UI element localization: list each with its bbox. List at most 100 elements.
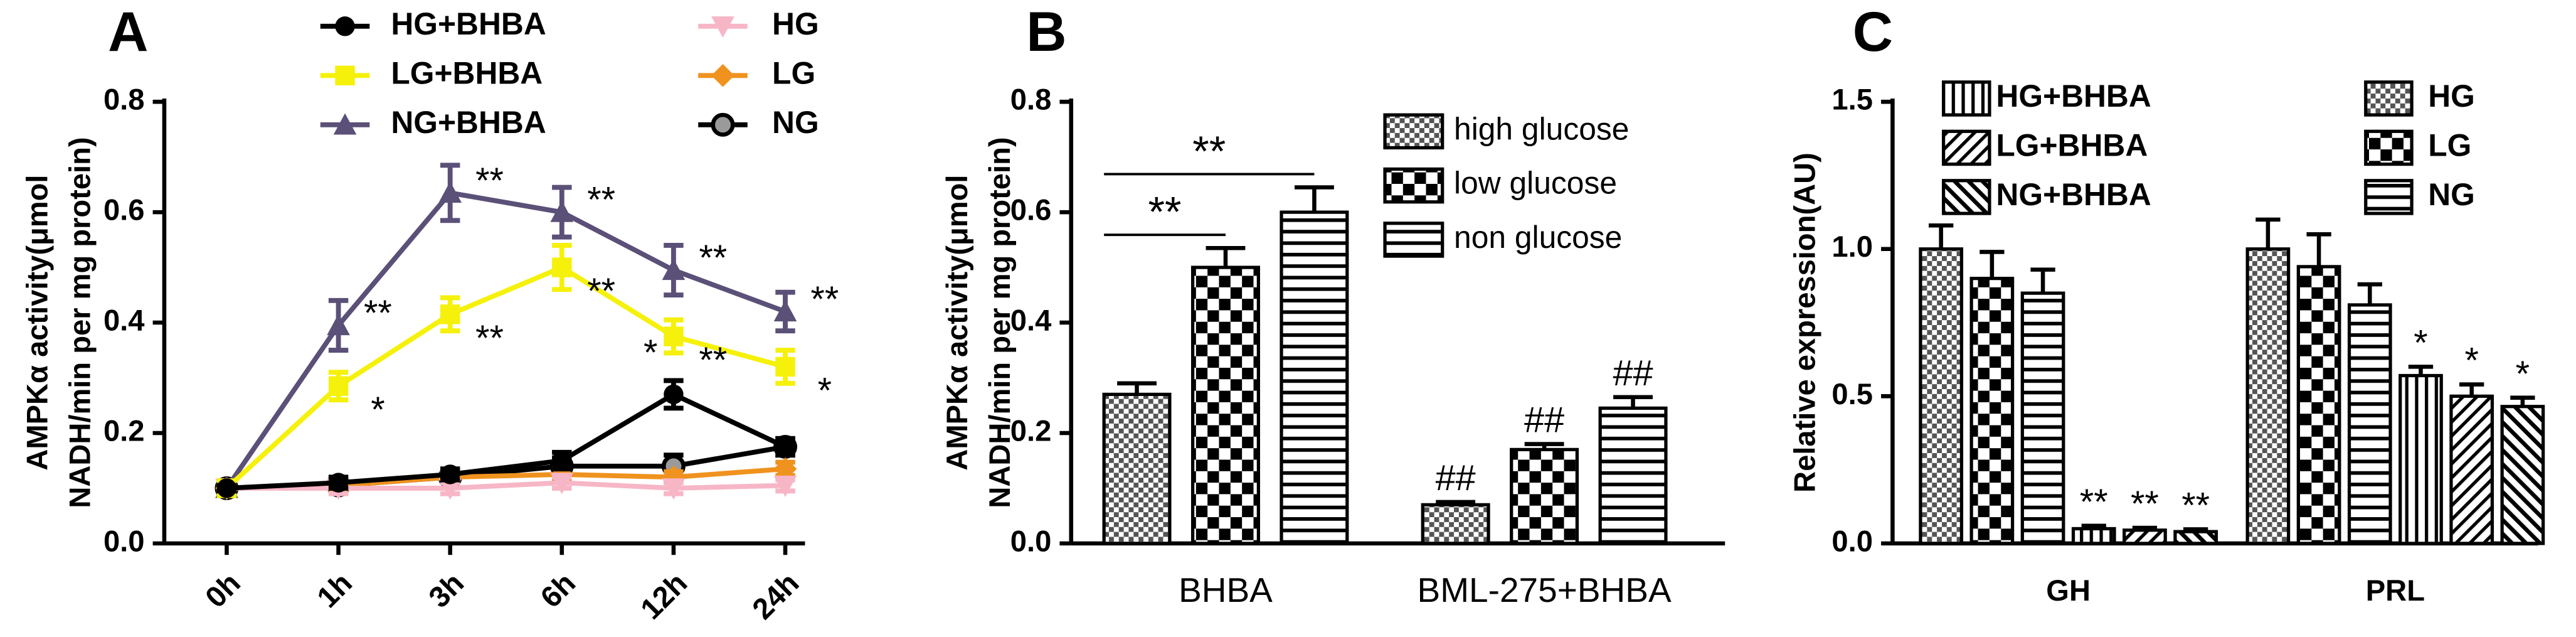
bar [2347,303,2392,545]
bar [2071,527,2116,545]
legend-label: HG [772,6,819,41]
bar [1102,392,1172,545]
significance-label: ** [1192,127,1226,175]
legend-swatch [1383,222,1444,258]
x-tick-label: BHBA [1179,570,1273,609]
bar [1190,265,1260,545]
significance-label: ** [2080,482,2108,522]
y-tick-label: 1.5 [1831,83,1873,116]
legend-marker [335,16,355,36]
bar [2500,405,2545,545]
data-point [773,300,797,322]
legend-label: high glucose [1454,111,1629,146]
y-tick-label: 0.0 [1010,524,1052,557]
y-tick-label: 0.4 [103,303,145,336]
data-point [775,356,795,377]
legend-marker [335,65,355,86]
legend-label: HG+BHBA [1996,78,2151,114]
bar [1969,277,2015,545]
data-point [552,451,572,471]
legend-label: LG+BHBA [1996,128,2148,163]
legend-marker [711,112,735,137]
bar [2296,265,2341,545]
data-point [662,478,686,500]
data-point [662,259,686,281]
panel-label: A [108,0,148,63]
data-point [550,473,574,495]
significance-label: * [2414,323,2427,363]
legend-swatch [2364,129,2414,166]
significance-label: ## [1436,458,1476,498]
data-point [550,200,574,222]
y-axis-label: AMPKα activity(μmol [940,175,973,471]
y-tick-label: 0.6 [103,193,145,227]
significance-label: * [818,370,832,410]
bar [2173,530,2218,545]
legend-marker [333,113,357,135]
legend-swatch [1941,129,1991,166]
data-point [327,314,350,336]
data-point [328,376,349,396]
legend-label: LG [2428,128,2471,163]
x-tick-label: 24h [746,566,805,626]
y-tick-label: 0.4 [1010,303,1052,336]
significance-label: ** [810,279,839,319]
bar [2123,528,2167,545]
series-line [226,480,786,491]
data-point [773,475,797,497]
y-tick-label: 0.6 [1010,193,1052,227]
bar [2449,394,2494,545]
data-point [216,478,237,498]
y-tick-label: 0.2 [103,414,145,447]
legend-swatch [1383,167,1444,204]
significance-label: * [644,333,657,373]
y-axis-label: NADH/min per mg protein) [63,137,96,508]
significance-label: * [371,390,384,430]
significance-label: ** [587,271,615,311]
legend-swatch [1383,113,1444,150]
x-tick-label: 6h [534,566,581,614]
y-tick-label: 0.0 [103,524,145,557]
bar [1919,247,1964,545]
significance-label: ** [587,180,615,220]
data-point [552,257,572,277]
legend-swatch [2364,80,2414,117]
legend-label: LG [772,55,815,90]
x-tick-label: GH [2046,574,2091,607]
data-point [440,304,460,324]
y-tick-label: 0.0 [1831,524,1873,557]
legend-marker [711,64,734,87]
significance-label: ** [2131,484,2159,524]
x-tick-label: 12h [634,566,694,626]
data-point [775,437,795,457]
legend-swatch [1941,80,1991,117]
panel-label: C [1853,0,1893,63]
significance-label: ** [699,340,727,380]
y-tick-label: 0.5 [1831,377,1873,410]
panel-label: B [1026,0,1066,63]
data-point [438,181,462,203]
y-tick-label: 1.0 [1831,230,1873,263]
y-axis-label: AMPKα activity(μmol [20,175,53,471]
significance-label: ** [2181,486,2210,526]
significance-label: * [2464,341,2478,381]
legend-label: LG+BHBA [391,55,543,90]
x-tick-label: 0h [199,566,246,614]
x-tick-label: BML-275+BHBA [1418,570,1672,609]
data-point [328,473,349,493]
y-tick-label: 0.8 [1010,83,1052,116]
bar [2020,291,2065,545]
bar [2245,247,2291,545]
data-point [438,478,462,500]
significance-label: * [2516,354,2530,394]
legend-label: NG+BHBA [391,105,546,140]
legend-label: NG [2428,177,2475,212]
y-tick-label: 0.2 [1010,414,1052,447]
bar [1510,447,1579,545]
significance-label: ** [364,293,392,333]
x-tick-label: PRL [2366,574,2425,607]
bar [2398,373,2443,545]
legend-marker [711,16,734,38]
y-axis-label: NADH/min per mg protein) [983,137,1016,508]
